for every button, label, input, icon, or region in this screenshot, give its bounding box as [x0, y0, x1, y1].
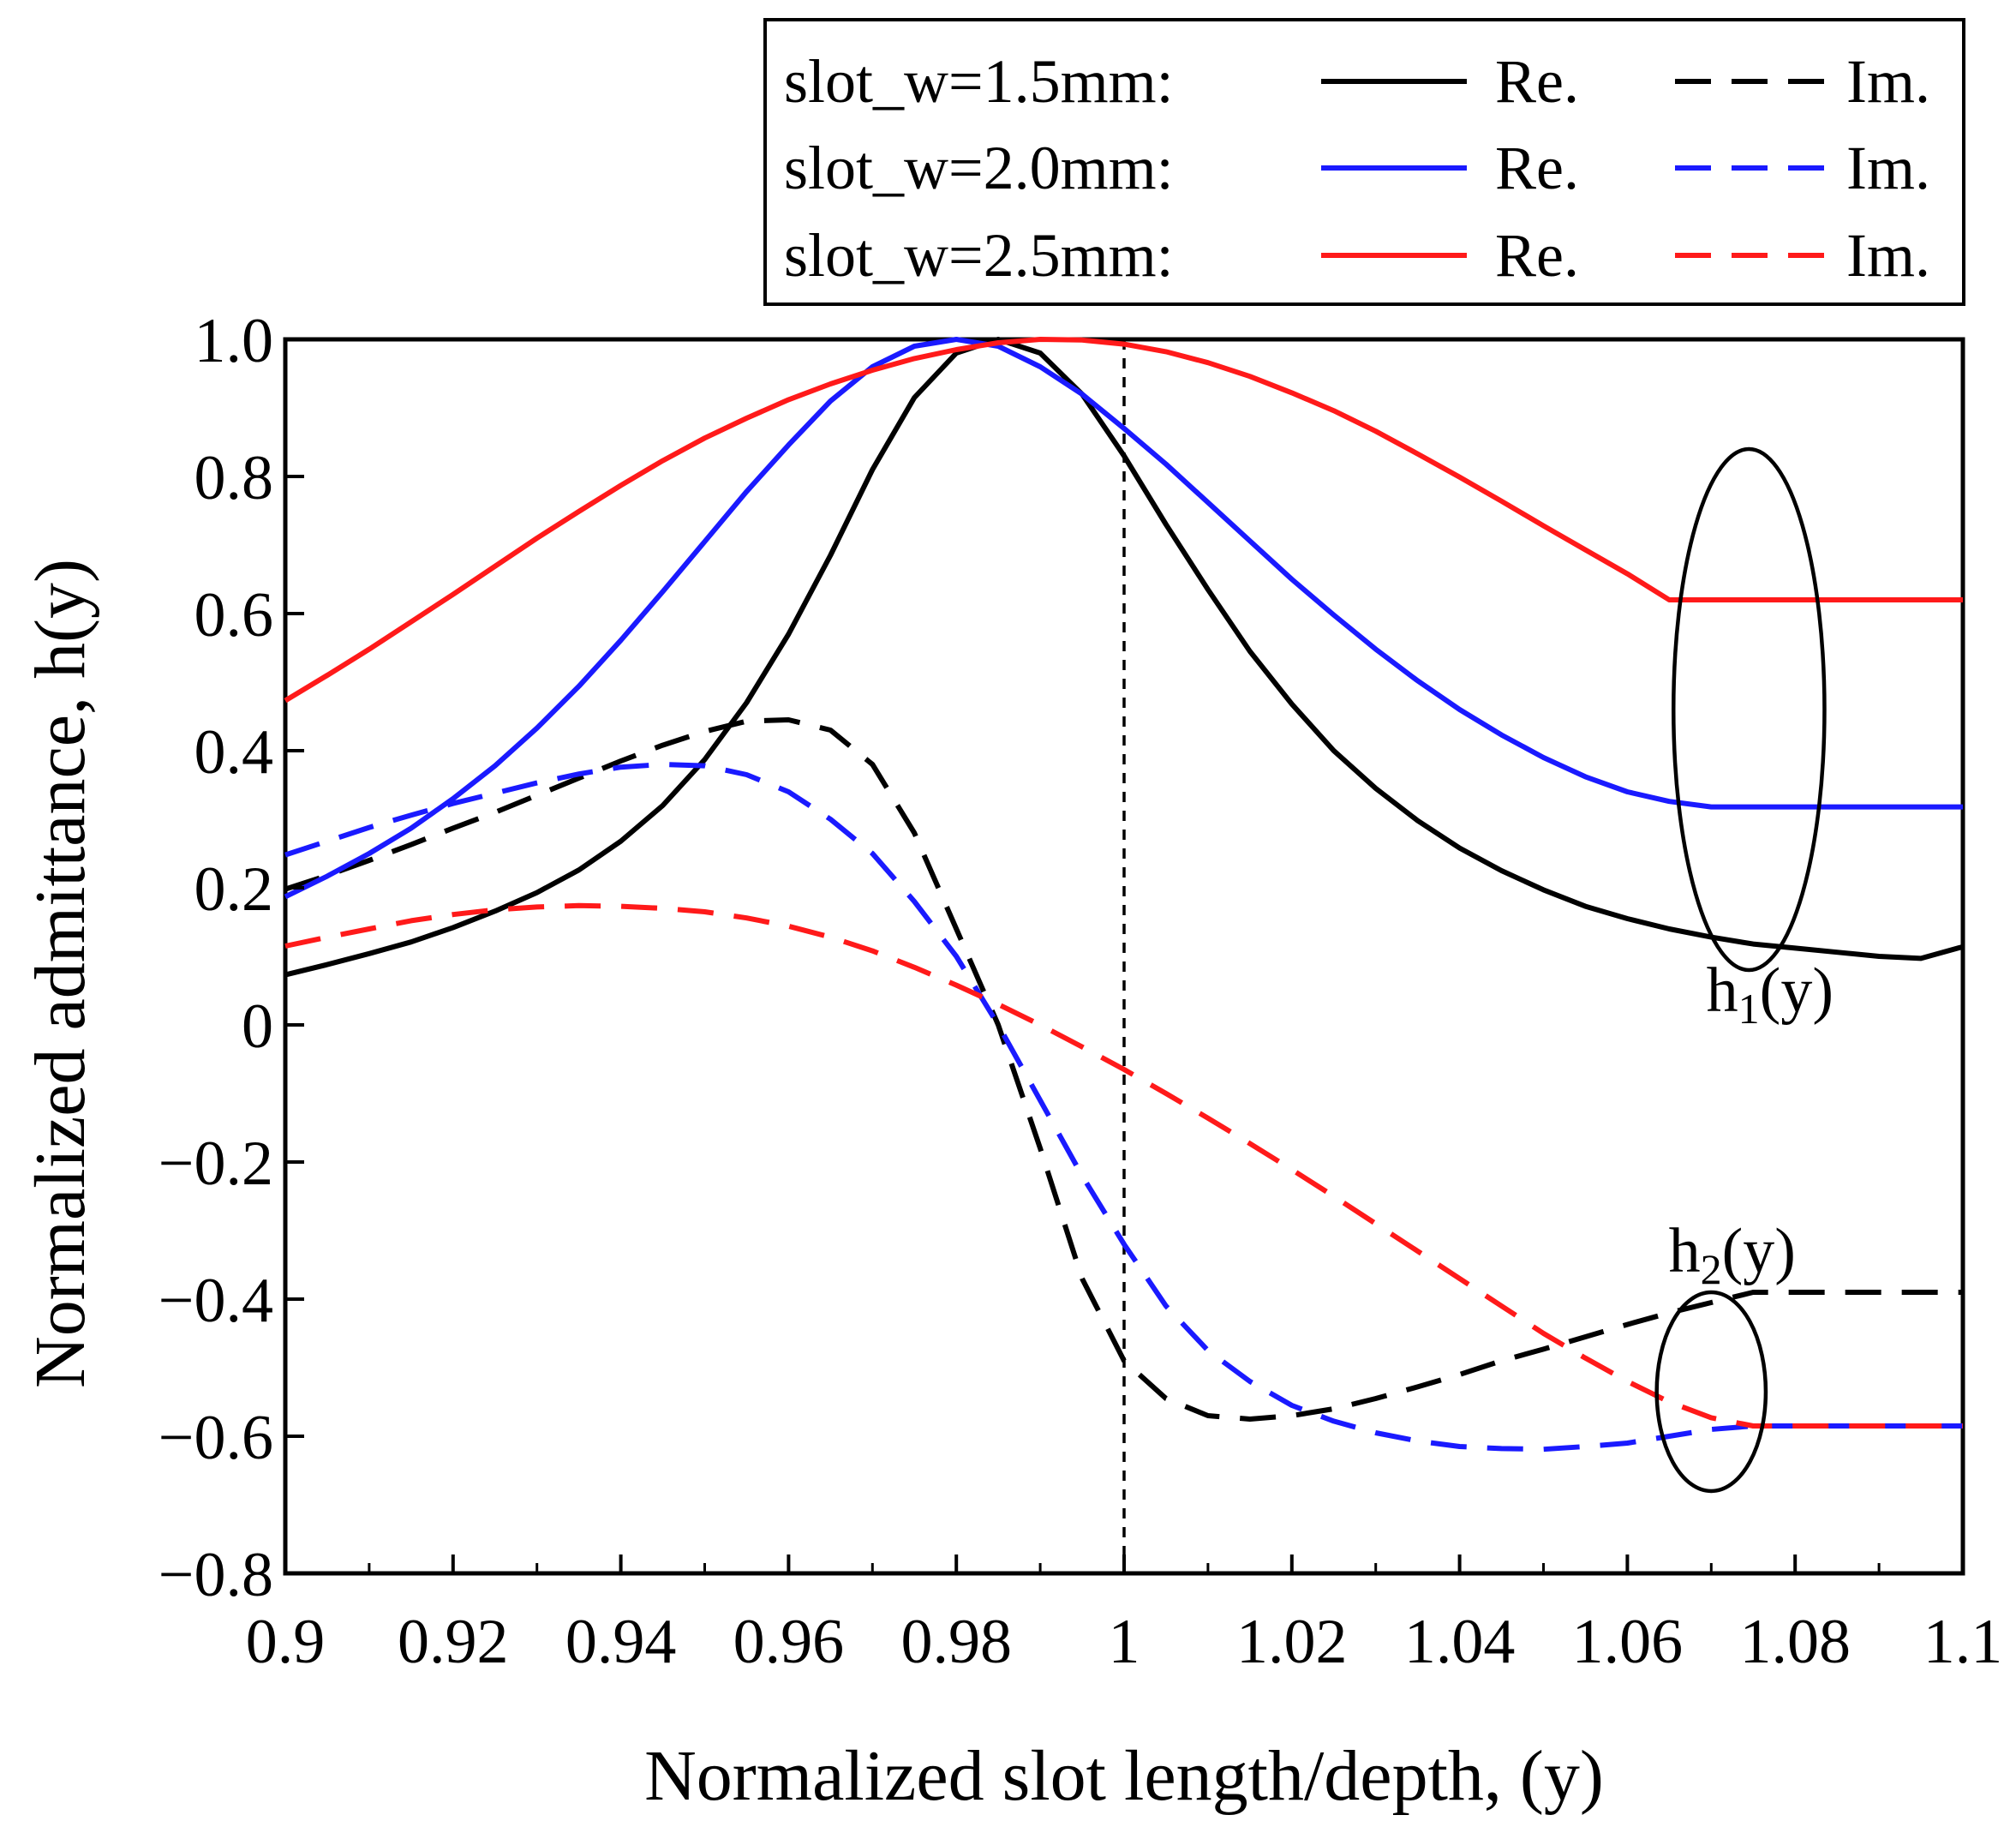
y-axis: −0.8 −0.6 −0.4 −0.2 0 0.2 0.4 0.6 0.8 1.0	[159, 306, 304, 1610]
series-line-slot-w-1-5mm-im	[284, 717, 1963, 1422]
series-line-slot-w-2-5mm-im	[284, 902, 1963, 1429]
x-tick-label: 0.94	[565, 1607, 677, 1677]
annotation-suffix: (y)	[1722, 1216, 1796, 1286]
annotations: h1(y)h2(y)	[1654, 446, 1834, 1494]
y-tick-label: −0.4	[159, 1266, 273, 1336]
y-tick-label: −0.6	[159, 1403, 273, 1473]
series-group	[284, 337, 1964, 1453]
x-tick-label: 0.98	[900, 1607, 1012, 1677]
y-tick-label: 0.8	[194, 443, 274, 513]
annotation-main: h	[1669, 1216, 1701, 1286]
y-tick-label: 0.6	[194, 580, 274, 650]
x-tick-label: 1.06	[1572, 1607, 1684, 1677]
y-tick-label: −0.2	[159, 1129, 273, 1199]
x-tick-label: 0.92	[398, 1607, 509, 1677]
x-tick-label: 1.04	[1404, 1607, 1516, 1677]
legend-label: slot_w=2.0mm:	[784, 134, 1174, 202]
series-line-slot-w-2-5mm-re	[284, 337, 1963, 704]
x-tick-label: 0.9	[246, 1607, 326, 1677]
annotation-suffix: (y)	[1760, 955, 1834, 1026]
x-axis: 0.9 0.92 0.94 0.96 0.98 1 1.02 1.04 1.06 1.08 1.1	[246, 1554, 2003, 1677]
legend-re-label: Re.	[1495, 134, 1579, 202]
annotation-main: h	[1707, 955, 1738, 1026]
legend: slot_w=1.5mm: Re. Im. slot_w=2.0mm: Re. Im. sl…	[763, 18, 1965, 306]
series-line-slot-w-2-0mm-re	[284, 337, 1963, 900]
x-tick-label: 1.08	[1739, 1607, 1851, 1677]
x-tick-label: 0.96	[733, 1607, 845, 1677]
x-tick-label: 1.1	[1923, 1607, 2003, 1677]
annotation-subscript: 2	[1701, 1245, 1722, 1293]
series-line-slot-w-1-5mm-re	[284, 337, 1964, 978]
annotation-label-h2: h2(y)	[1669, 1216, 1796, 1293]
annotation-ellipse-h1	[1671, 446, 1827, 973]
series-line-slot-w-2-0mm-im	[284, 762, 1963, 1453]
annotation-label-h1: h1(y)	[1707, 955, 1834, 1033]
legend-label: slot_w=2.5mm:	[784, 221, 1174, 290]
x-tick-label: 1.02	[1236, 1607, 1348, 1677]
y-tick-label: 0.2	[194, 854, 274, 925]
x-axis-title: Normalized slot length/depth, (y)	[644, 1736, 1604, 1816]
legend-re-label: Re.	[1495, 221, 1579, 290]
annotation-ellipse-h2	[1654, 1290, 1768, 1494]
y-tick-label: 1.0	[194, 306, 274, 376]
y-tick-label: 0	[242, 991, 273, 1062]
y-tick-label: −0.8	[159, 1540, 273, 1610]
legend-im-label: Im.	[1846, 221, 1930, 290]
y-tick-label: 0.4	[194, 717, 274, 788]
y-axis-title: Normalized admittance, h(y)	[21, 559, 100, 1388]
legend-im-label: Im.	[1846, 47, 1930, 116]
legend-label: slot_w=1.5mm:	[784, 47, 1174, 116]
legend-im-label: Im.	[1846, 134, 1930, 202]
legend-re-label: Re.	[1495, 47, 1579, 116]
x-tick-label: 1	[1109, 1607, 1140, 1677]
annotation-subscript: 1	[1738, 985, 1760, 1033]
